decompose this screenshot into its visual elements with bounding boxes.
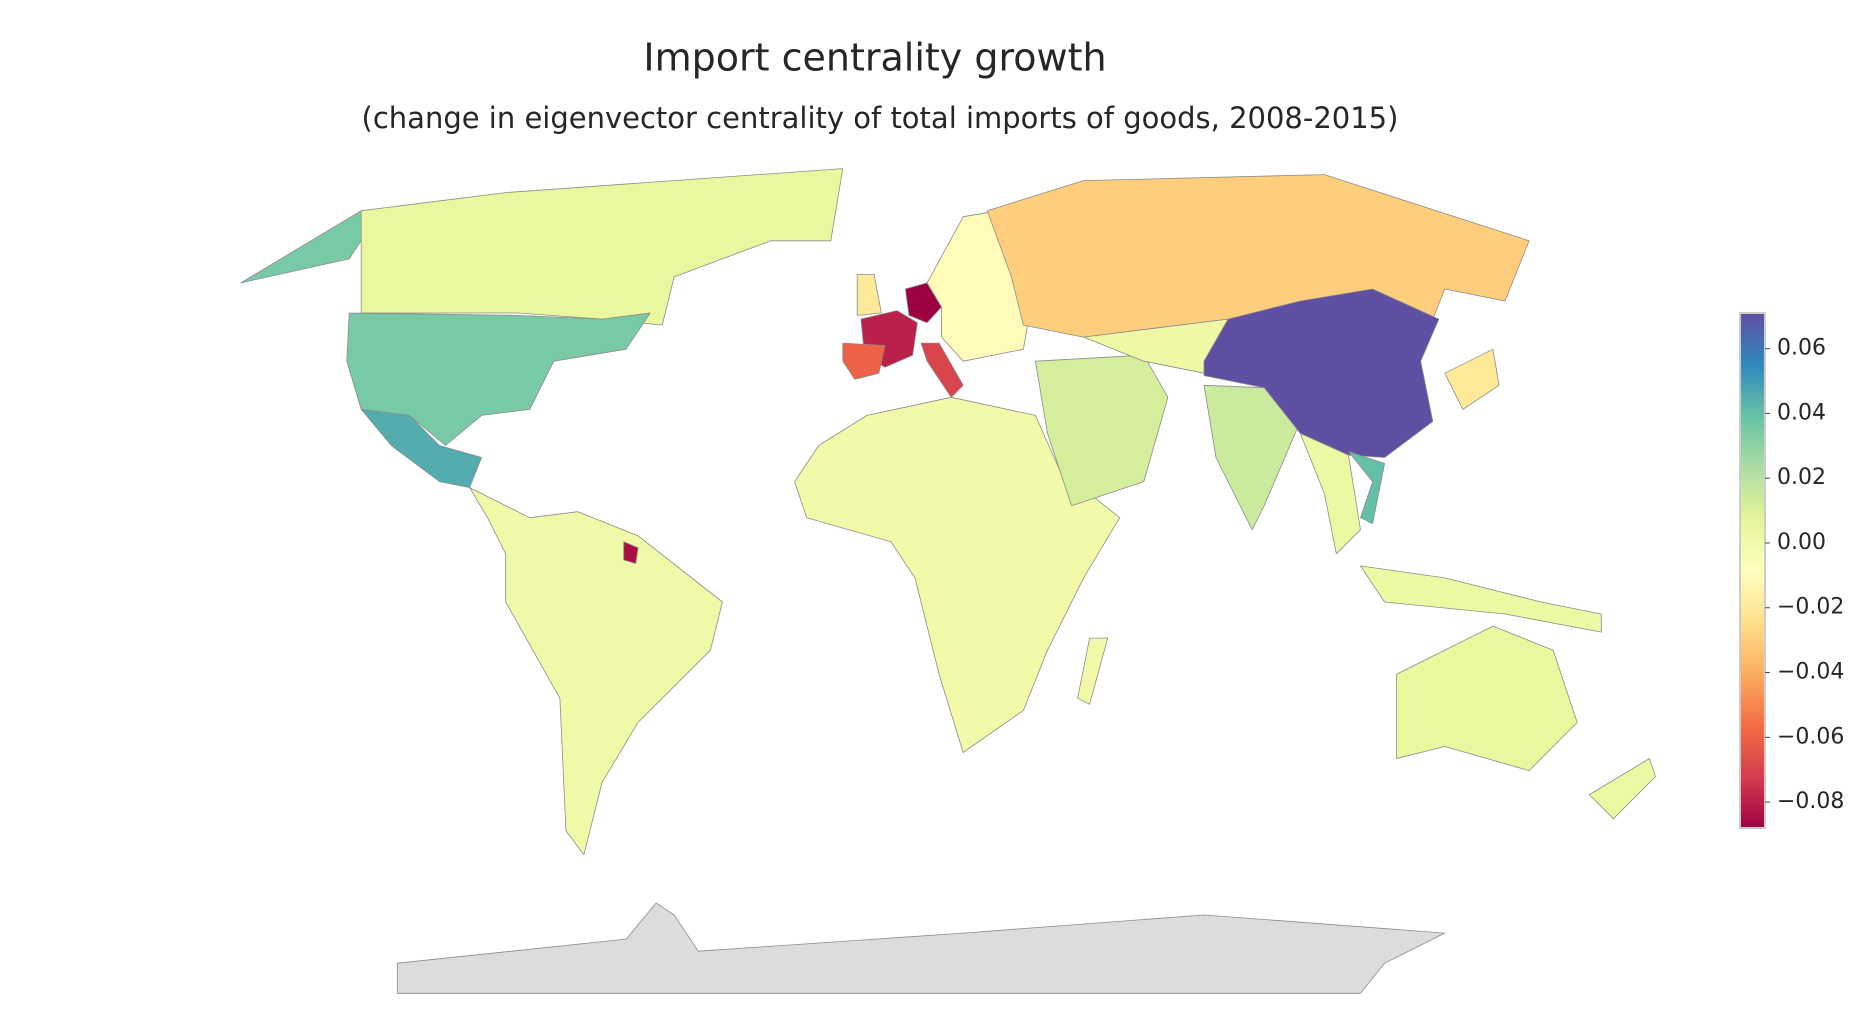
colorbar: −0.08 −0.06 −0.04 −0.02 0.00 0.02 0.04 0.06 — [1739, 312, 1844, 829]
region — [396, 902, 1446, 994]
colorbar-tick-label: 0.00 — [1777, 530, 1826, 555]
colorbar-tick-label: −0.04 — [1777, 660, 1844, 685]
colorbar-tick-label: −0.02 — [1777, 595, 1844, 620]
colorbar-tick-label: −0.08 — [1777, 789, 1844, 814]
region — [856, 274, 882, 316]
region — [842, 342, 886, 380]
region — [1203, 288, 1440, 458]
region — [1360, 565, 1602, 633]
map-subtitle: (change in eigenvector centrality of tot… — [362, 101, 1399, 135]
region — [623, 541, 639, 564]
region — [1348, 451, 1385, 525]
colorbar-tick-label: 0.04 — [1777, 400, 1826, 425]
colorbar-scale — [1739, 312, 1766, 829]
region — [920, 342, 964, 398]
region — [1077, 637, 1109, 705]
region — [794, 396, 1121, 753]
colorbar-tick-label: −0.06 — [1777, 724, 1844, 749]
map-title: Import centrality growth — [643, 36, 1106, 80]
region — [360, 408, 483, 489]
region — [469, 487, 723, 856]
region — [905, 282, 942, 324]
region — [1588, 758, 1656, 820]
region — [360, 168, 844, 326]
regions — [240, 168, 1656, 994]
region — [1396, 625, 1578, 771]
region — [1444, 348, 1500, 410]
colorbar-tick-label: 0.02 — [1777, 465, 1826, 490]
colorbar-tick-label: 0.06 — [1777, 336, 1826, 361]
region — [1299, 432, 1361, 555]
